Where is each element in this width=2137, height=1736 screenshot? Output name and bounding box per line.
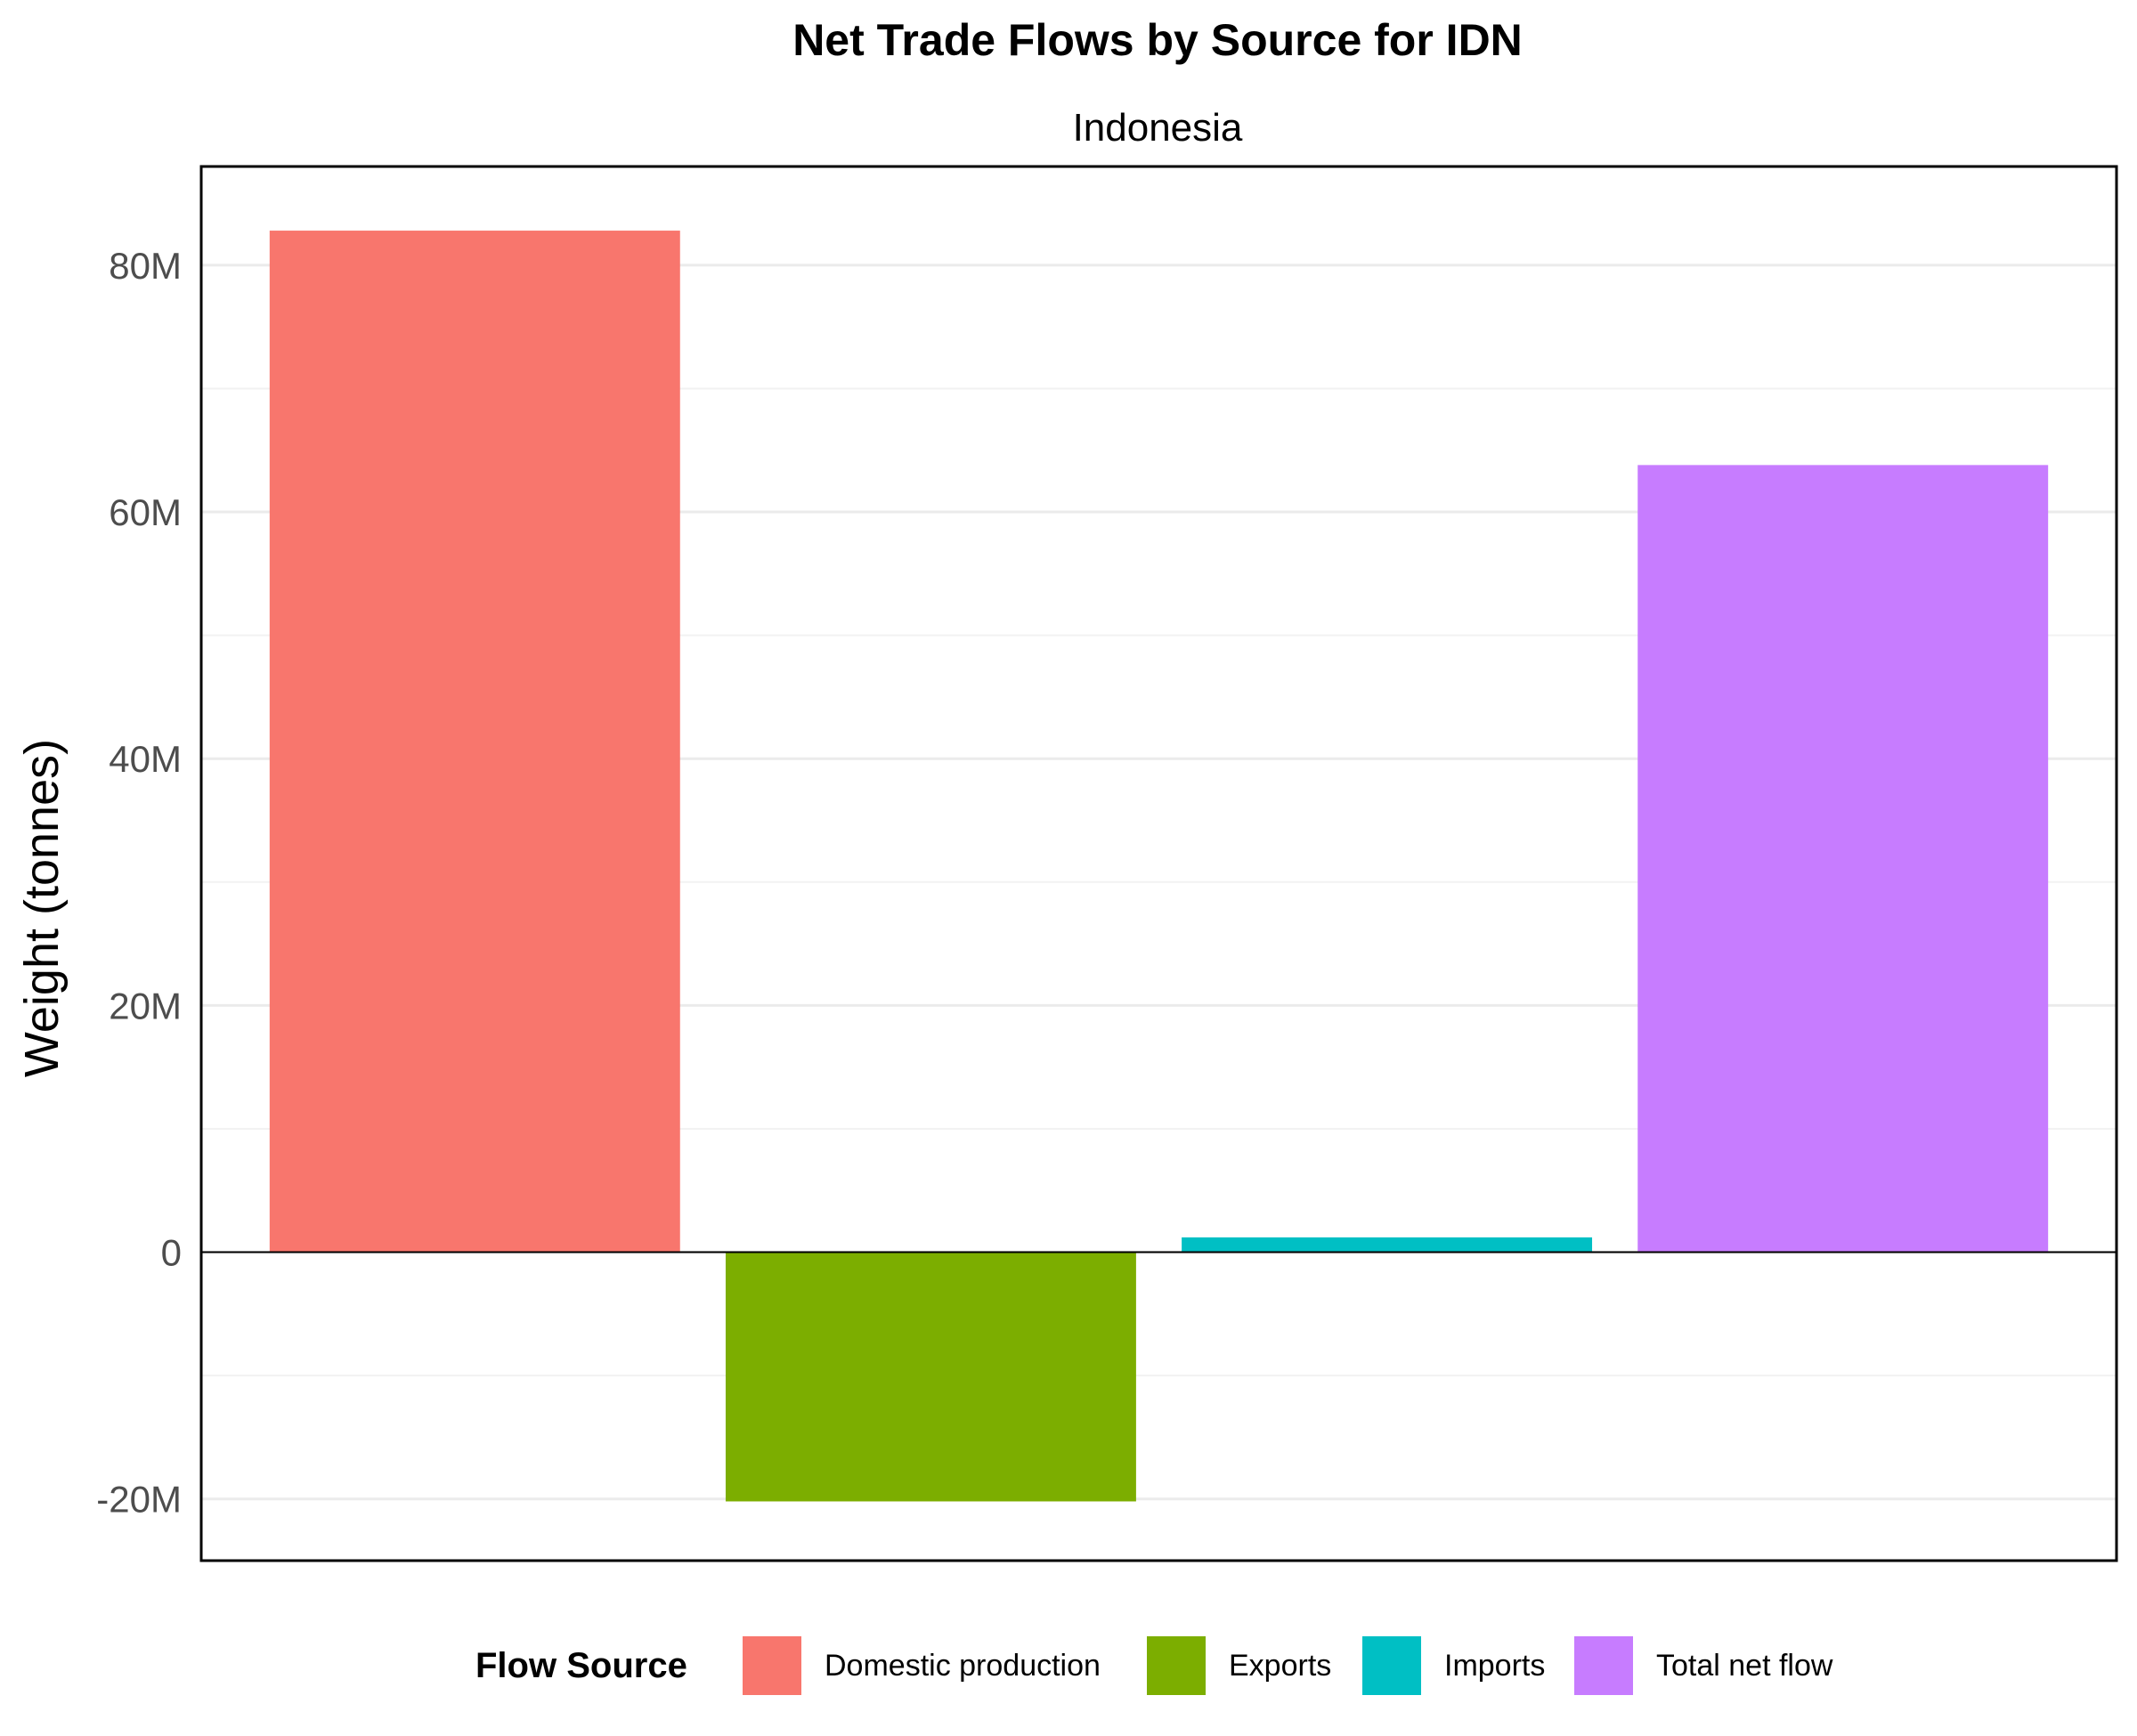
- legend-title: Flow Source: [475, 1646, 687, 1685]
- y-tick-label: 0: [161, 1232, 182, 1274]
- legend-label: Exports: [1229, 1649, 1331, 1683]
- y-axis-label: Weight (tonnes): [15, 739, 69, 1077]
- legend-key-imports: [1362, 1636, 1421, 1695]
- y-tick-label: -20M: [96, 1479, 182, 1521]
- y-axis-ticks: -20M 0 20M 40M 60M 80M: [96, 245, 182, 1521]
- bar-exports: [725, 1252, 1136, 1502]
- bar-total-net-flow: [1637, 465, 2049, 1253]
- legend-label: Total net flow: [1656, 1649, 1833, 1683]
- chart-subtitle: Indonesia: [1073, 106, 1243, 150]
- legend: Flow Source Domestic production Exports Im…: [475, 1636, 1833, 1695]
- legend-key-total-net-flow: [1574, 1636, 1633, 1695]
- y-tick-label: 40M: [109, 738, 182, 780]
- y-tick-label: 20M: [109, 985, 182, 1026]
- bar-imports: [1182, 1237, 1593, 1253]
- y-tick-label: 80M: [109, 245, 182, 287]
- plot-panel-border: [199, 165, 2118, 1562]
- legend-key-exports: [1147, 1636, 1206, 1695]
- chart-title: Net Trade Flows by Source for IDN: [792, 15, 1523, 65]
- bar-domestic-production: [269, 231, 680, 1253]
- legend-label: Domestic production: [825, 1649, 1101, 1683]
- y-tick-label: 60M: [109, 491, 182, 533]
- legend-label: Imports: [1444, 1649, 1545, 1683]
- bars-group: [269, 231, 2049, 1502]
- legend-key-domestic-production: [743, 1636, 801, 1695]
